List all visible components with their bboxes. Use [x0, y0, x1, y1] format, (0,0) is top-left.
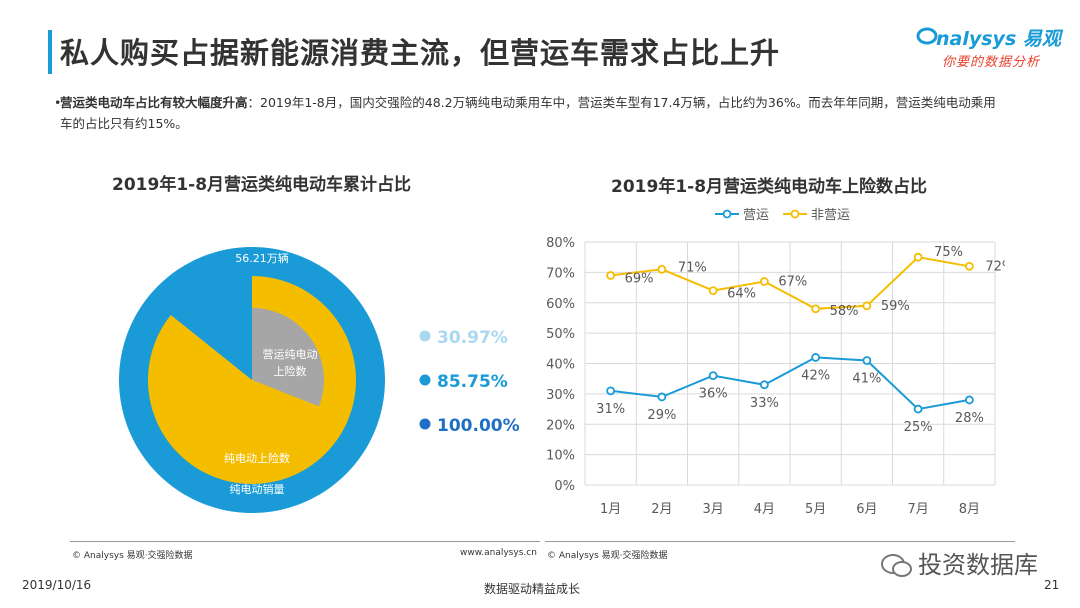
data-point-营运 — [964, 395, 974, 405]
data-point-营运 — [862, 356, 872, 365]
legend-label-非营运: 非营运 — [811, 208, 850, 223]
radial-ring-label-inner-2: 上险数 — [274, 364, 307, 378]
logo-main-text: nalysys 易观 — [936, 28, 1061, 50]
logo-a-icon — [916, 27, 938, 45]
right-source-rule — [545, 541, 1015, 542]
x-tick-label: 6月 — [856, 502, 877, 517]
data-point-非营运 — [964, 261, 974, 271]
legend-label-营运: 营运 — [743, 208, 769, 223]
data-point-营运 — [759, 380, 769, 390]
data-label-营运: 33% — [750, 396, 779, 411]
y-tick-label: 70% — [546, 266, 575, 281]
summary-bullet: • 营运类电动车占比有较大幅度升高：2019年1-8月，国内交强险的48.2万辆… — [54, 92, 1005, 134]
data-point-非营运 — [913, 252, 923, 262]
title-accent-bar — [48, 30, 52, 74]
bullet-dot-icon: • — [54, 95, 62, 110]
data-point-非营运 — [862, 301, 872, 311]
legend-marker-非营运 — [790, 209, 800, 219]
left-source-rule — [70, 541, 540, 542]
radial-legend-marker — [419, 418, 431, 430]
data-point-非营运 — [606, 271, 616, 280]
data-label-营运: 36% — [699, 387, 728, 402]
left-source-url: www.analysys.cn — [460, 548, 537, 558]
analysys-logo: nalysys 易观 你要的数据分析 — [916, 24, 1061, 74]
data-point-非营运 — [759, 277, 769, 286]
y-tick-label: 10% — [546, 449, 575, 464]
y-tick-label: 40% — [546, 358, 575, 373]
radial-legend-label: 30.97% — [437, 328, 508, 348]
footer-date: 2019/10/16 — [22, 578, 92, 592]
radial-ring-label-middle: 纯电动上险数 — [224, 451, 290, 465]
summary-text: ：2019年1-8月，国内交强险的48.2万辆纯电动乘用车中，营运类车型有17.… — [60, 95, 996, 131]
data-label-非营运: 72% — [985, 259, 1005, 274]
y-tick-label: 50% — [546, 327, 575, 342]
page-title: 私人购买占据新能源消费主流，但营运车需求占比上升 — [60, 36, 781, 70]
x-tick-label: 1月 — [600, 502, 621, 517]
data-label-非营运: 71% — [678, 260, 707, 275]
wechat-text: 投资数据库 — [918, 551, 1038, 579]
summary-bold: 营运类电动车占比有较大幅度升高 — [60, 95, 248, 110]
data-label-营运: 29% — [647, 408, 676, 423]
footer-page-number: 21 — [1044, 578, 1060, 592]
radial-legend-label: 85.75% — [437, 372, 508, 392]
data-label-非营运: 58% — [830, 304, 859, 319]
wechat-icon — [881, 554, 912, 577]
footer-slogan: 数据驱动精益成长 — [484, 582, 581, 596]
x-tick-label: 2月 — [651, 502, 672, 517]
data-label-营运: 28% — [955, 411, 984, 426]
x-tick-label: 8月 — [959, 502, 980, 517]
data-label-非营运: 67% — [778, 274, 807, 289]
data-point-营运 — [708, 371, 718, 381]
data-point-营运 — [913, 404, 923, 414]
left-source: © Analysys 易观·交强险数据 — [72, 551, 193, 561]
x-tick-label: 3月 — [702, 502, 723, 517]
data-point-非营运 — [657, 264, 667, 274]
right-chart-title: 2019年1-8月营运类纯电动车上险数占比 — [611, 177, 928, 197]
data-label-非营运: 69% — [625, 271, 654, 286]
y-tick-label: 30% — [546, 388, 575, 403]
radial-ring-label-outer: 纯电动销量 — [230, 482, 285, 496]
right-source: © Analysys 易观·交强险数据 — [547, 551, 668, 561]
series-line-非营运 — [610, 256, 970, 310]
data-label-营运: 31% — [596, 402, 625, 417]
logo-sub-text: 你要的数据分析 — [942, 55, 1041, 70]
x-tick-label: 4月 — [754, 502, 775, 517]
y-tick-label: 80% — [546, 236, 575, 251]
data-label-非营运: 75% — [934, 245, 963, 260]
series-line-营运 — [610, 356, 970, 411]
data-point-营运 — [811, 353, 821, 362]
data-point-营运 — [606, 386, 616, 396]
x-tick-label: 7月 — [907, 502, 928, 517]
data-label-非营运: 64% — [727, 287, 756, 302]
radial-total-label: 56.21万辆 — [235, 251, 289, 265]
line-chart: 营运 非营运 0% 10% 20% 30% 40% 50% 60% 70% 80% 1月 2月 3月 4月 5… — [546, 208, 1005, 517]
radial-legend-marker — [419, 330, 431, 342]
radial-legend-marker — [419, 374, 431, 386]
wechat-watermark: 投资数据库 — [880, 545, 1038, 580]
left-chart-title: 2019年1-8月营运类纯电动车累计占比 — [112, 175, 412, 195]
data-label-营运: 42% — [801, 368, 830, 383]
data-label-非营运: 59% — [881, 299, 910, 314]
radial-legend-label: 100.00% — [437, 416, 520, 436]
y-tick-label: 0% — [554, 479, 575, 494]
legend-marker-营运 — [722, 209, 732, 219]
y-tick-label: 60% — [546, 297, 575, 312]
data-point-营运 — [657, 392, 667, 402]
data-label-营运: 41% — [852, 371, 881, 386]
data-point-非营运 — [708, 286, 718, 295]
radial-sector-3 — [252, 308, 324, 407]
x-tick-label: 5月 — [805, 502, 826, 517]
data-point-非营运 — [811, 304, 821, 314]
y-tick-label: 20% — [546, 418, 575, 433]
radial-ring-label-inner-1: 营运纯电动 — [263, 347, 318, 361]
data-label-营运: 25% — [904, 420, 933, 435]
